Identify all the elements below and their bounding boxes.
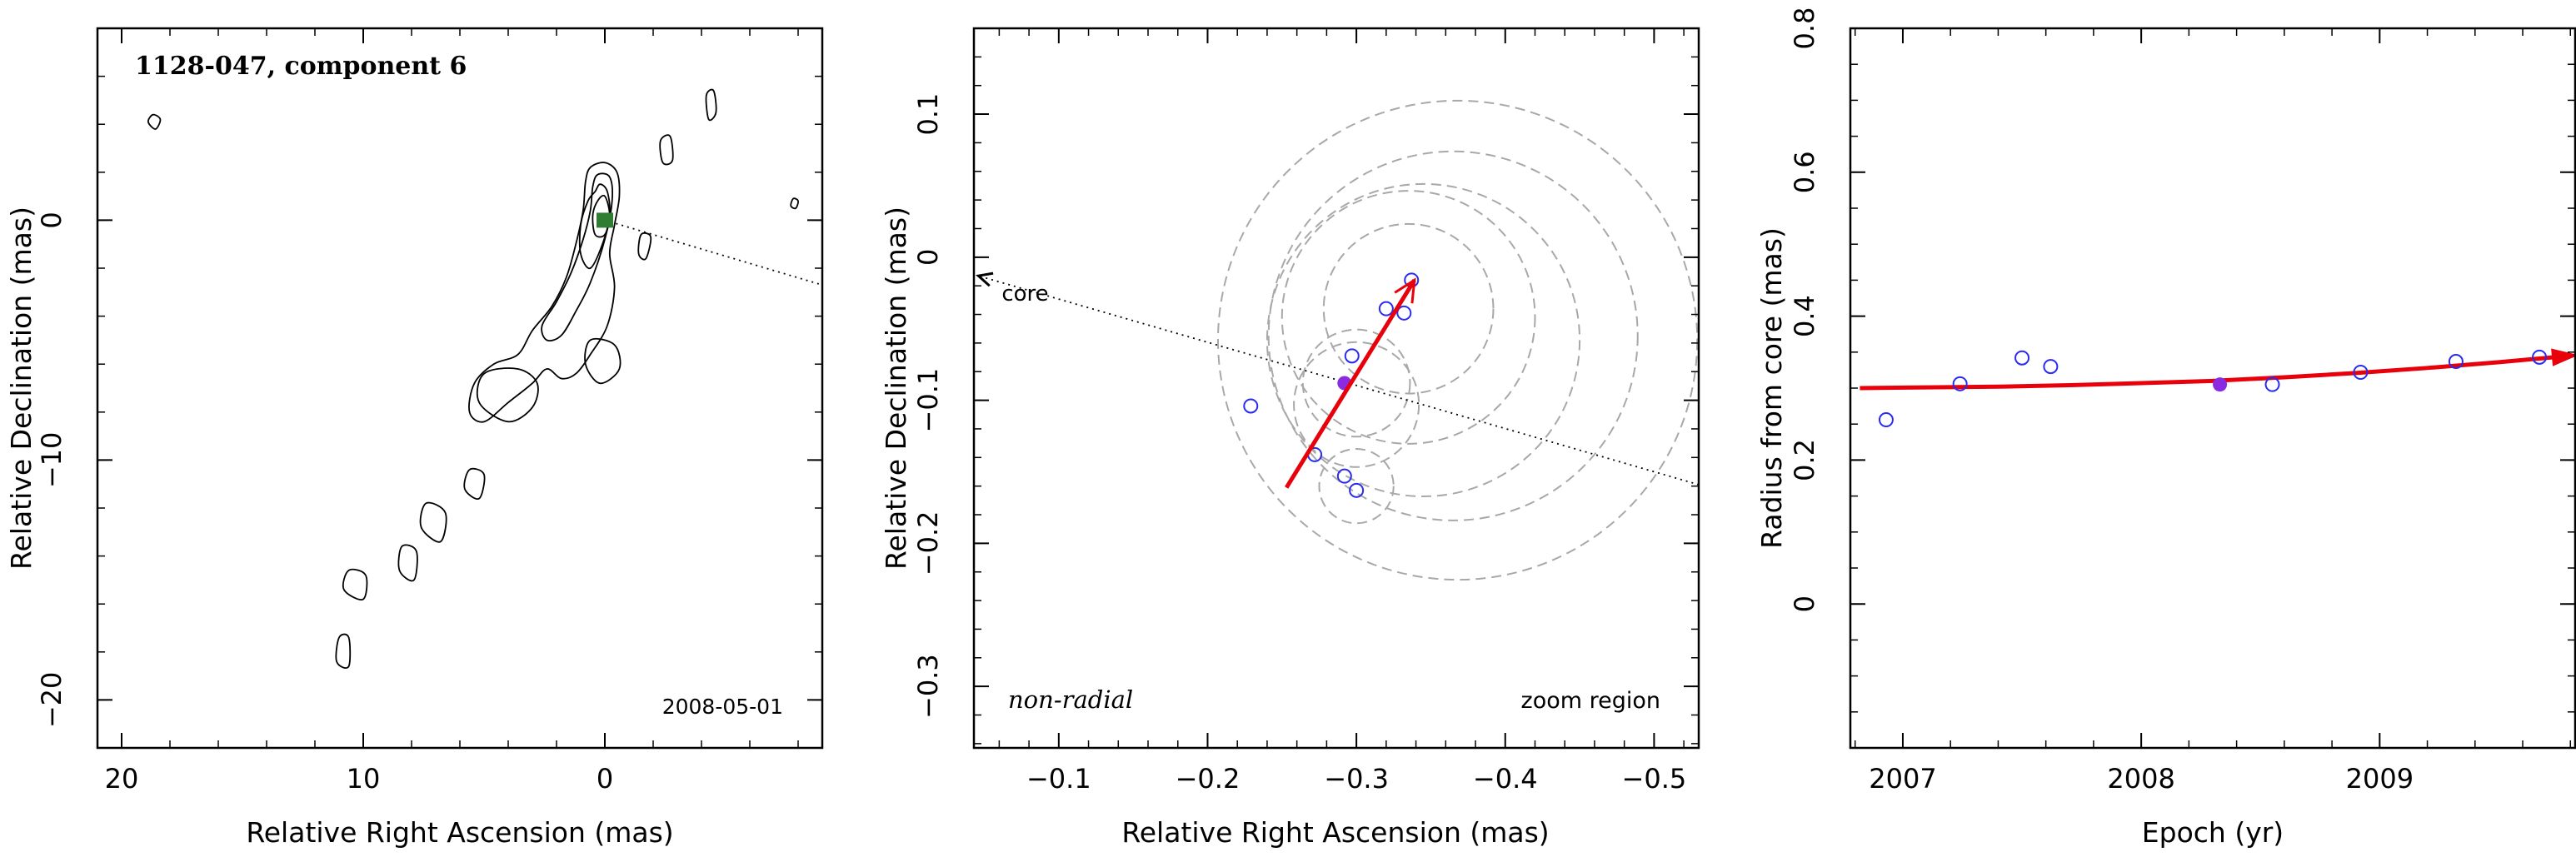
contour-date-label: 2008-05-01 [662, 695, 783, 719]
zoom-y-axis-label: Relative Declination (mas) [880, 207, 912, 570]
contour-line [335, 633, 352, 669]
contour-line [463, 467, 486, 500]
data-point [1349, 482, 1365, 498]
radius-epoch-panel: 2007 2008 2009 0 0.2 0.4 0.6 0.8 Epoch (yr) Rad… [1755, 7, 2576, 849]
contour-line [468, 162, 621, 423]
contour-line [342, 568, 368, 600]
y-tick-label: −0.2 [912, 511, 944, 576]
core-direction-line [978, 275, 1700, 486]
zoom-plot-frame [972, 27, 1700, 750]
contour-line [790, 197, 799, 210]
fit-arrowhead [2551, 348, 2576, 366]
error-circle [1281, 190, 1536, 445]
zoom-region-annotation: zoom region [1521, 688, 1660, 714]
x-tick-label: 10 [347, 763, 381, 795]
data-point [1378, 301, 1394, 316]
non-radial-annotation: non-radial [1008, 685, 1133, 714]
zoom-axis-ticks: −0.1 −0.2 −0.3 −0.4 −0.5 0.1 0 −0.1 −0.2 −0.3 [912, 27, 1699, 795]
y-tick-label: 0 [36, 212, 67, 228]
x-tick-label: −0.2 [1176, 763, 1241, 795]
fit-vector [1285, 279, 1416, 489]
contour-map-panel: 20 10 0 0 −10 −20 1128-047, component 6 2008-… [5, 27, 824, 849]
contour-line [419, 501, 447, 543]
component-marker [597, 212, 613, 228]
y-tick-label: −10 [36, 432, 67, 489]
contour-plot-area [147, 88, 823, 669]
y-tick-label: 0.8 [1789, 7, 1820, 50]
error-circle [1322, 222, 1495, 395]
y-tick-label: −0.3 [912, 654, 944, 719]
zoom-plot-area: core [976, 99, 1700, 581]
x-tick-label: 2008 [2107, 763, 2174, 795]
contour-line [584, 337, 622, 385]
contour-line [397, 544, 418, 582]
x-tick-label: 2009 [2346, 763, 2414, 795]
x-tick-label: −0.1 [1026, 763, 1091, 795]
error-circle [1293, 341, 1420, 468]
error-circle [1266, 182, 1581, 498]
data-point [2264, 376, 2280, 392]
data-point [1952, 376, 1968, 391]
radius-axis-ticks: 2007 2008 2009 0 0.2 0.4 0.6 0.8 [1789, 7, 2575, 795]
fit-vector-arrowhead [1394, 277, 1416, 304]
contour-line [541, 172, 613, 342]
contour-line [659, 134, 674, 166]
y-tick-label: 0 [1789, 595, 1820, 612]
contour-line [637, 232, 652, 261]
x-tick-label: −0.5 [1622, 763, 1687, 795]
data-point [1878, 412, 1894, 428]
y-tick-label: 0 [912, 249, 944, 266]
core-arrowhead [976, 272, 994, 287]
zoom-x-axis-label: Relative Right Ascension (mas) [1121, 816, 1549, 849]
direction-dotted-line [604, 219, 823, 286]
data-point [1336, 468, 1352, 484]
data-point [2532, 349, 2548, 365]
y-tick-label: 0.2 [1789, 439, 1820, 481]
x-tick-label: 0 [597, 763, 613, 795]
zoom-region-panel: core −0.1 −0.2 −0.3 −0.4 −0.50.10−0.1−0.2−0.… [880, 27, 1700, 849]
x-tick-label: 2007 [1869, 763, 1936, 795]
data-point [2448, 354, 2464, 370]
y-tick-label: 0.1 [912, 93, 944, 136]
contour-line [476, 367, 539, 423]
data-point [1396, 305, 1412, 321]
contour-line [705, 88, 717, 122]
error-circle [1301, 328, 1411, 438]
error-circle [1267, 150, 1639, 521]
core-label: core [1001, 282, 1048, 306]
x-tick-label: 20 [105, 763, 139, 795]
data-point [1243, 398, 1259, 414]
y-tick-label: −0.1 [912, 368, 944, 433]
y-tick-label: 0.4 [1789, 295, 1820, 337]
contour-line [592, 194, 611, 238]
contour-plot-frame [96, 27, 824, 750]
data-point [2043, 359, 2059, 375]
error-circle [1216, 99, 1699, 581]
data-point [2014, 350, 2030, 366]
x-tick-label: −0.4 [1473, 763, 1538, 795]
contour-y-axis-label: Relative Declination (mas) [5, 207, 37, 570]
x-tick-label: −0.3 [1324, 763, 1389, 795]
data-point [2353, 364, 2369, 380]
radius-x-axis-label: Epoch (yr) [2142, 816, 2284, 849]
y-tick-label: −20 [36, 672, 67, 729]
contour-axis-ticks: 20 10 0 0 −10 −20 [36, 27, 822, 795]
radius-plot-area [1860, 348, 2576, 428]
contour-line [147, 113, 162, 130]
contour-x-axis-label: Relative Right Ascension (mas) [246, 816, 673, 849]
error-circle [1318, 448, 1395, 525]
contour-line [578, 183, 611, 270]
data-point [1344, 348, 1360, 364]
highlight-point [2213, 377, 2228, 392]
y-tick-label: 0.6 [1789, 151, 1820, 193]
contour-title: 1128-047, component 6 [135, 52, 467, 81]
radius-y-axis-label: Radius from core (mas) [1755, 227, 1788, 549]
